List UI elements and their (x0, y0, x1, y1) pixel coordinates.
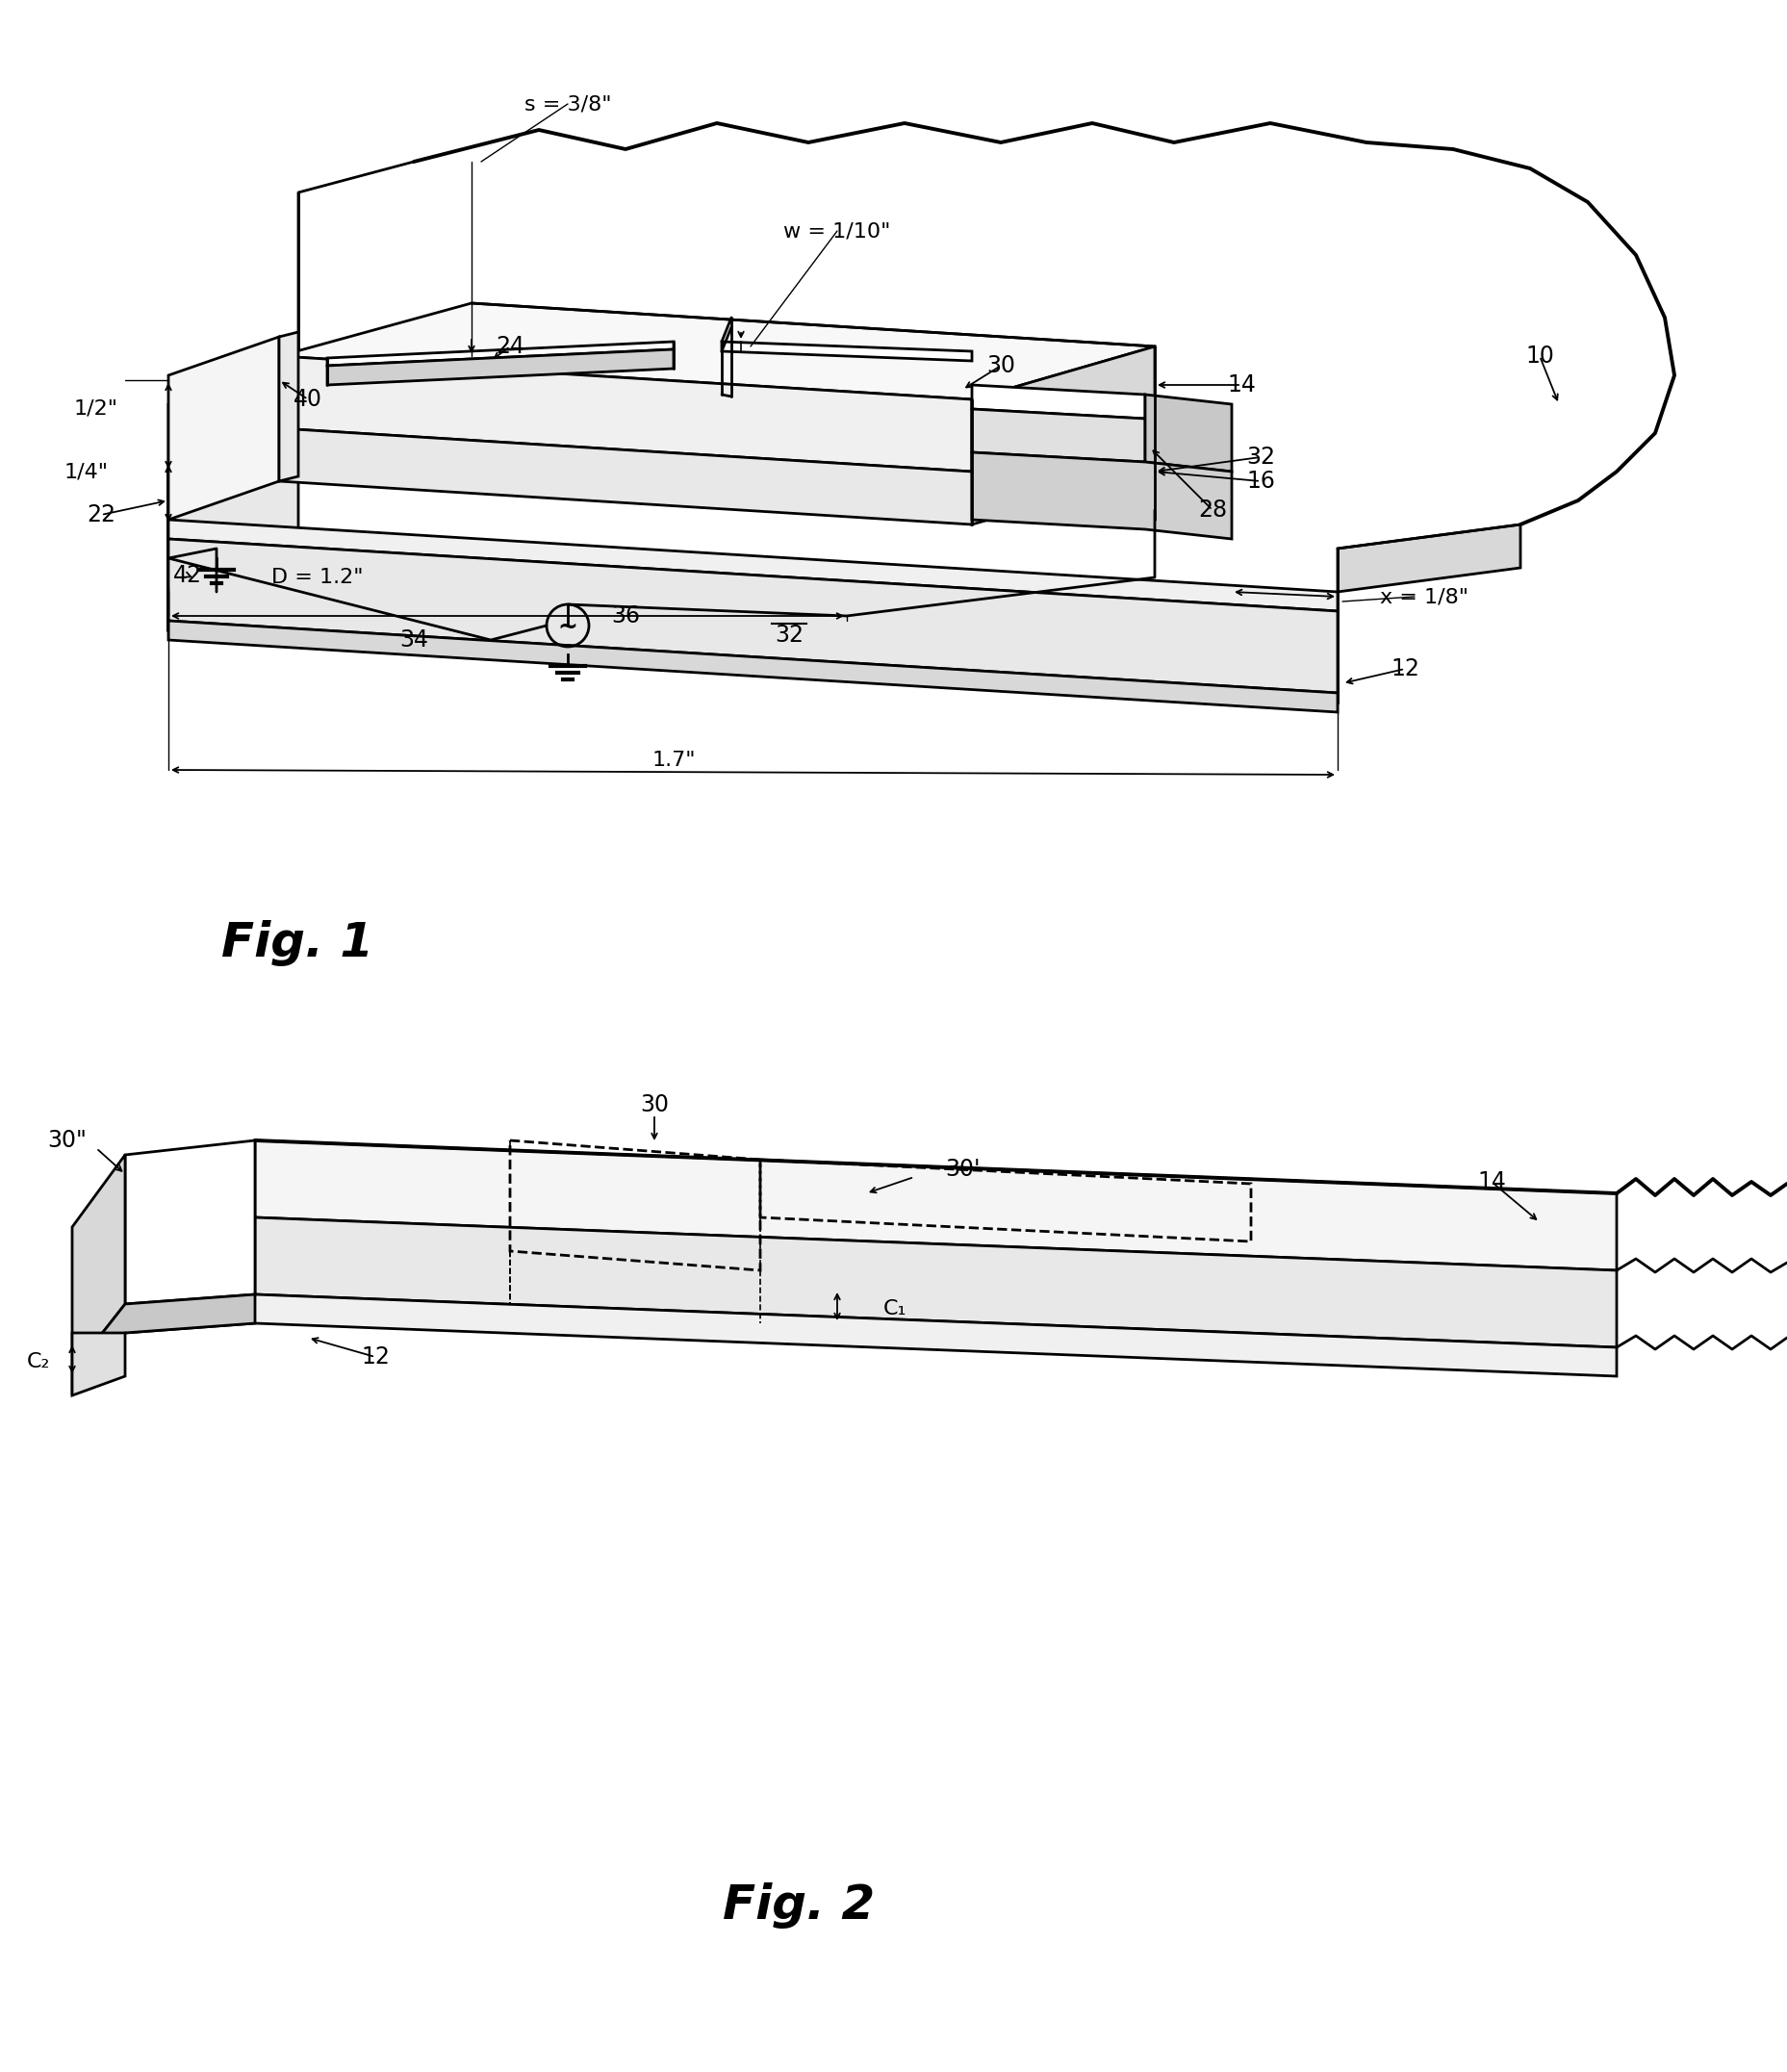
Polygon shape (168, 433, 298, 586)
Polygon shape (972, 346, 1154, 524)
Text: 32: 32 (774, 624, 804, 646)
Text: 42: 42 (173, 564, 202, 586)
Text: w = 1/10": w = 1/10" (784, 222, 890, 240)
Text: 28: 28 (1197, 499, 1228, 522)
Text: D = 1.2": D = 1.2" (272, 568, 363, 586)
Polygon shape (1338, 524, 1521, 593)
Text: Fig. 2: Fig. 2 (722, 1881, 876, 1929)
Polygon shape (168, 622, 1338, 713)
Polygon shape (279, 429, 972, 524)
Text: 16: 16 (1246, 470, 1274, 493)
Text: 12: 12 (1390, 657, 1419, 680)
Polygon shape (1145, 394, 1231, 472)
Polygon shape (256, 1218, 1617, 1347)
Polygon shape (327, 350, 674, 385)
Polygon shape (256, 1140, 1617, 1270)
Text: C₂: C₂ (27, 1353, 50, 1372)
Polygon shape (972, 385, 1145, 419)
Text: 36: 36 (611, 605, 640, 628)
Text: 14: 14 (1478, 1171, 1506, 1193)
Text: 30': 30' (945, 1158, 979, 1181)
Text: 34: 34 (399, 628, 429, 651)
Text: 24: 24 (495, 336, 524, 358)
Text: 12: 12 (361, 1345, 390, 1368)
Polygon shape (722, 342, 972, 361)
Text: 10: 10 (1526, 344, 1555, 367)
Text: 22: 22 (86, 503, 116, 526)
Polygon shape (71, 1154, 125, 1372)
Polygon shape (71, 1295, 256, 1394)
Text: Fig. 1: Fig. 1 (222, 920, 373, 966)
Polygon shape (279, 356, 972, 472)
Text: s = 3/8": s = 3/8" (524, 95, 611, 114)
Polygon shape (168, 520, 1338, 611)
Text: 1/4": 1/4" (64, 462, 109, 481)
Polygon shape (327, 342, 674, 365)
Text: 1/2": 1/2" (73, 400, 118, 419)
Text: 32: 32 (1246, 445, 1276, 468)
Text: x = 1/8": x = 1/8" (1380, 586, 1469, 607)
Polygon shape (168, 356, 279, 477)
Polygon shape (279, 303, 1154, 400)
Text: 30": 30" (48, 1129, 88, 1152)
Text: 14: 14 (1228, 373, 1256, 396)
Text: 1.7": 1.7" (652, 750, 695, 771)
Text: 30: 30 (986, 354, 1015, 377)
Text: 30: 30 (640, 1094, 668, 1117)
Text: C₁: C₁ (883, 1299, 906, 1318)
Polygon shape (279, 332, 298, 481)
Polygon shape (298, 162, 1683, 611)
Polygon shape (125, 1140, 256, 1303)
Polygon shape (168, 539, 1338, 692)
Text: 40: 40 (293, 387, 322, 410)
Text: ~: ~ (558, 615, 577, 638)
Polygon shape (168, 338, 279, 520)
Polygon shape (125, 1295, 1617, 1376)
Polygon shape (71, 1332, 125, 1394)
Polygon shape (972, 408, 1145, 462)
Polygon shape (972, 452, 1231, 539)
Polygon shape (168, 586, 1338, 702)
